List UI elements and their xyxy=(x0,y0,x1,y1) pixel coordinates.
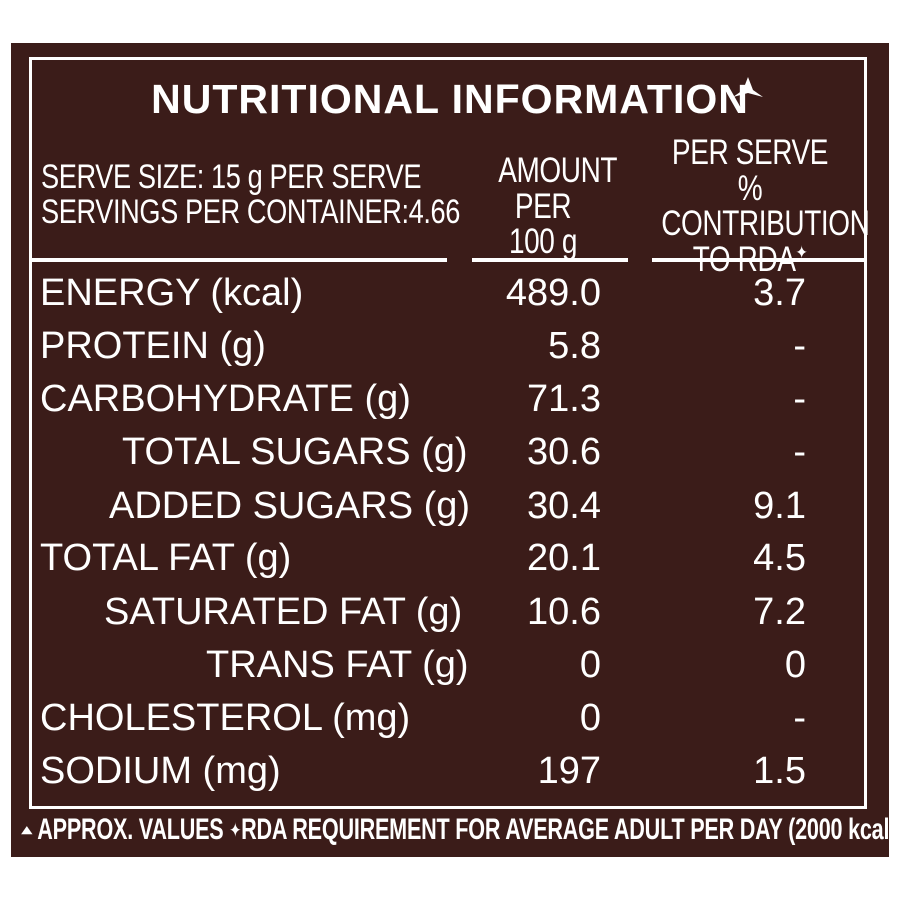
nutrient-amount: 489.0 xyxy=(505,272,601,314)
amount-column-header: AMOUNT PER 100 g xyxy=(498,151,618,262)
nutrient-label: ADDED SUGARS (g) xyxy=(109,485,471,527)
nutrient-rda: 0 xyxy=(784,644,806,686)
rda-star-icon: ✦ xyxy=(229,820,242,842)
nutrient-label: TOTAL FAT (g) xyxy=(40,537,292,579)
nutrient-label: PROTEIN (g) xyxy=(40,325,266,367)
footnote-approx: APPROX. VALUES xyxy=(37,813,224,846)
nutrient-label: CHOLESTEROL (mg) xyxy=(40,697,411,739)
nutrient-amount: 0 xyxy=(579,697,601,739)
nutrition-label-panel: NUTRITIONAL INFORMATION SERVE SIZE: 15 g… xyxy=(11,43,896,857)
nutrient-row-energy: ENERGY (kcal) 489.0 3.7 xyxy=(11,267,889,319)
serve-size: SERVE SIZE: 15 g PER SERVE xyxy=(41,158,422,196)
nutrient-amount: 71.3 xyxy=(527,378,601,420)
nutrient-amount: 5.8 xyxy=(548,325,601,367)
nutrient-row-total-sugars: TOTAL SUGARS (g) 30.6 - xyxy=(11,426,889,478)
approx-mark-icon: ⏶ xyxy=(21,820,33,842)
rda-star-icon: ✦ xyxy=(795,242,808,263)
nutrient-rda: 7.2 xyxy=(753,591,806,633)
nutrition-label-frame xyxy=(29,57,867,809)
header-divider-right xyxy=(652,258,866,262)
nutrient-row-total-fat: TOTAL FAT (g) 20.1 4.5 xyxy=(11,532,889,584)
label-title: NUTRITIONAL INFORMATION xyxy=(11,76,889,122)
footnote-rda: RDA REQUIREMENT FOR AVERAGE ADULT PER DA… xyxy=(241,813,897,846)
servings-per-container: SERVINGS PER CONTAINER:4.66 xyxy=(41,192,460,231)
nutrient-rda: 3.7 xyxy=(753,272,806,314)
nutrient-rda: - xyxy=(793,325,806,367)
nutrient-row-protein: PROTEIN (g) 5.8 - xyxy=(11,320,889,372)
nutrient-row-trans-fat: TRANS FAT (g) 0 0 xyxy=(11,639,889,691)
header-divider-left xyxy=(31,258,447,262)
nutrient-amount: 10.6 xyxy=(527,591,601,633)
approx-triangle-icon xyxy=(733,77,763,97)
nutrient-amount: 30.6 xyxy=(527,431,601,473)
nutrient-label: TRANS FAT (g) xyxy=(206,644,469,686)
nutrient-label: CARBOHYDRATE (g) xyxy=(40,378,411,420)
nutrient-label: ENERGY (kcal) xyxy=(40,272,304,314)
nutrient-label: SODIUM (mg) xyxy=(40,750,281,792)
nutrient-row-carbohydrate: CARBOHYDRATE (g) 71.3 - xyxy=(11,373,889,425)
nutrient-row-added-sugars: ADDED SUGARS (g) 30.4 9.1 xyxy=(11,480,889,532)
nutrient-amount: 0 xyxy=(579,644,601,686)
nutrient-amount: 197 xyxy=(537,750,601,792)
amount-header-line1: AMOUNT xyxy=(498,151,618,190)
nutrient-row-saturated-fat: SATURATED FAT (g) 10.6 7.2 xyxy=(11,586,889,638)
nutrient-rda: 1.5 xyxy=(753,750,806,792)
header-divider-middle xyxy=(472,258,628,262)
nutrient-rda: - xyxy=(793,431,806,473)
nutrient-rda: 9.1 xyxy=(753,485,806,527)
nutrient-rda: - xyxy=(793,697,806,739)
footnote: ⏶ APPROX. VALUES ✦RDA REQUIREMENT FOR AV… xyxy=(21,813,896,847)
rda-header-line1: PER SERVE % xyxy=(671,133,829,208)
rda-column-header: PER SERVE % CONTRIBUTION TO RDA✦ xyxy=(661,133,870,278)
nutrient-row-sodium: SODIUM (mg) 197 1.5 xyxy=(11,745,889,797)
serving-info: SERVE SIZE: 15 g PER SERVE SERVINGS PER … xyxy=(41,160,460,229)
nutrient-rda: 4.5 xyxy=(753,537,806,579)
nutrient-row-cholesterol: CHOLESTEROL (mg) 0 - xyxy=(11,692,889,744)
nutrient-amount: 30.4 xyxy=(527,485,601,527)
title-text: NUTRITIONAL INFORMATION xyxy=(151,76,749,122)
nutrient-label: TOTAL SUGARS (g) xyxy=(122,431,468,473)
rda-header-line2: CONTRIBUTION xyxy=(661,204,870,244)
nutrient-amount: 20.1 xyxy=(527,537,601,579)
nutrient-label: SATURATED FAT (g) xyxy=(104,591,463,633)
nutrient-rda: - xyxy=(793,378,806,420)
amount-header-line2: PER 100 g xyxy=(508,186,578,262)
